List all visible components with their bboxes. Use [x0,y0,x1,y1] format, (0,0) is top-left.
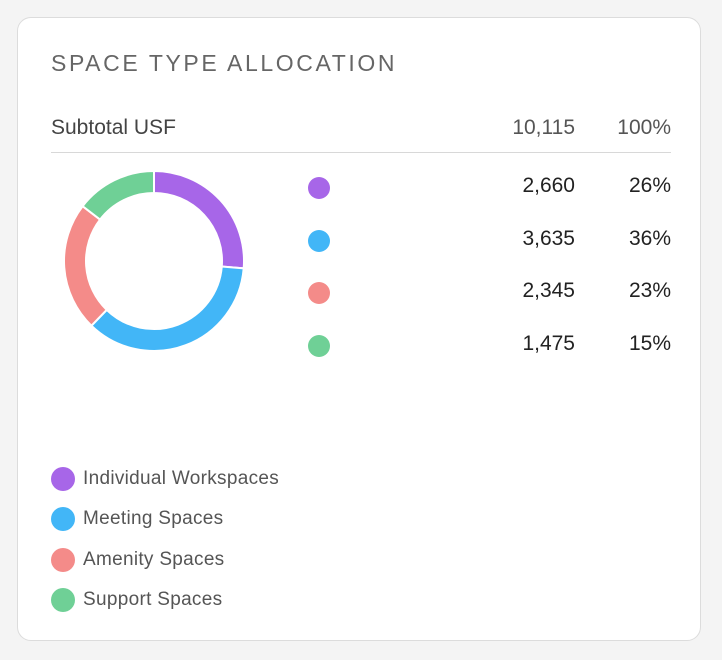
individual-dot [308,177,330,199]
individual-percent: 26% [628,174,671,197]
support-percent: 15% [628,331,671,355]
meeting-value: 3,635 [522,226,575,250]
legend-dot-individual [51,467,75,491]
legend-dot-support [51,587,75,612]
allocation-row-support: 1,475 15% [306,330,671,383]
donut-slice-individual[interactable] [153,169,245,270]
individual-value: 2,660 [522,174,575,197]
legend-dot-amenity [51,547,75,572]
allocation-row-amenity: 2,345 23% [306,277,671,330]
legend-label-support: Support Spaces [83,588,223,610]
legend-dot-meeting [51,507,75,532]
donut-slice-meeting[interactable] [90,265,245,352]
amenity-dot [308,282,330,304]
donut-chart [63,169,245,352]
amenity-value: 2,345 [522,279,575,302]
support-dot [308,334,330,357]
amenity-percent: 23% [628,279,671,302]
allocation-row-individual: 2,660 26% [306,172,671,225]
subtotal-percent: 100% [617,116,671,139]
donut-slice-amenity[interactable] [63,204,109,328]
space-type-allocation-card: SPACE TYPE ALLOCATION Subtotal USF 10,11… [17,17,701,641]
subtotal-value: 10,115 [512,116,575,139]
allocation-row-meeting: 3,635 36% [306,225,671,278]
legend-label-meeting: Meeting Spaces [83,508,224,530]
allocation-rows: 2,660 26% 3,635 36% 2,345 23% 1,475 15% [306,172,671,382]
legend-label-individual: Individual Workspaces [83,468,280,489]
meeting-dot [308,229,330,252]
donut-slice-support[interactable] [81,169,155,222]
meeting-percent: 36% [628,226,671,250]
subtotal-label: Subtotal USF [51,116,176,139]
legend-label-amenity: Amenity Spaces [83,548,225,570]
card-title: SPACE TYPE ALLOCATION [51,50,398,76]
subtotal-row: Subtotal USF 10,115 100% [51,116,671,153]
support-value: 1,475 [522,331,575,355]
